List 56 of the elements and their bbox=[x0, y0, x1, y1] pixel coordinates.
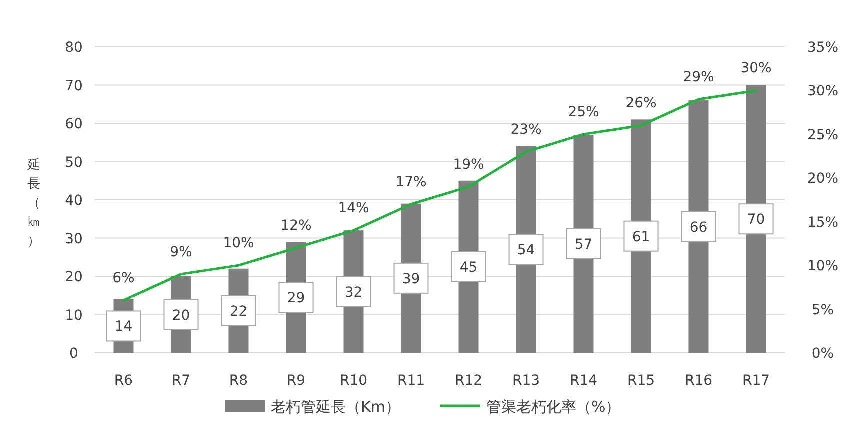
y-tick-label: 40 bbox=[65, 193, 83, 209]
y2-tick-label: 30% bbox=[807, 84, 839, 100]
y2-tick-label: 10% bbox=[807, 258, 839, 275]
y2-tick-label: 35% bbox=[807, 40, 839, 56]
data-label: 32 bbox=[344, 284, 363, 301]
y-tick-label: 50 bbox=[65, 154, 83, 171]
data-label: 6% bbox=[112, 270, 135, 287]
y-tick-label: 70 bbox=[65, 78, 83, 94]
x-tick-label: R13 bbox=[512, 373, 540, 389]
y-tick-label: 20 bbox=[65, 270, 83, 286]
data-label: 25% bbox=[568, 104, 600, 120]
x-tick-label: R15 bbox=[627, 373, 656, 389]
x-tick-label: R8 bbox=[229, 373, 248, 389]
x-tick-label: R17 bbox=[742, 373, 770, 389]
y-tick-label: 0 bbox=[70, 346, 78, 362]
y-axis-title: 延長（㎞） bbox=[26, 158, 40, 249]
x-tick-label: R6 bbox=[114, 373, 134, 389]
data-label: 14% bbox=[338, 200, 370, 217]
data-label: 70 bbox=[747, 212, 766, 228]
legend-label: 老朽管延長（Km） bbox=[271, 398, 400, 416]
y-tick-label: 80 bbox=[65, 40, 83, 56]
data-label: 14 bbox=[114, 319, 133, 336]
data-label: 45 bbox=[460, 260, 478, 276]
y-tick-label: 10 bbox=[65, 308, 83, 324]
x-tick-label: R16 bbox=[684, 373, 713, 389]
data-label: 26% bbox=[626, 96, 657, 112]
data-label: 29 bbox=[287, 290, 306, 307]
data-label: 23% bbox=[510, 122, 542, 138]
legend-label: 管渠老朽化率（%） bbox=[486, 398, 621, 416]
data-label: 30% bbox=[740, 60, 772, 77]
x-tick-label: R7 bbox=[172, 373, 191, 389]
y2-tick-label: 25% bbox=[807, 127, 839, 144]
data-label: 9% bbox=[170, 244, 192, 260]
data-label: 17% bbox=[396, 174, 427, 190]
data-label: 12% bbox=[280, 218, 312, 234]
y2-tick-label: 15% bbox=[807, 214, 839, 231]
x-tick-label: R14 bbox=[570, 373, 598, 389]
data-label: 39 bbox=[402, 271, 420, 288]
y-tick-label: 30 bbox=[65, 231, 83, 248]
data-label: 20 bbox=[172, 308, 190, 324]
x-tick-label: R11 bbox=[397, 373, 426, 389]
y-tick-label: 60 bbox=[65, 116, 83, 132]
data-label: 19% bbox=[453, 156, 484, 173]
x-tick-label: R12 bbox=[454, 373, 483, 389]
data-label: 57 bbox=[574, 236, 593, 253]
data-label: 22 bbox=[230, 304, 248, 320]
data-label: 29% bbox=[683, 69, 714, 86]
data-label: 54 bbox=[517, 242, 536, 259]
y2-tick-label: 5% bbox=[812, 302, 834, 318]
y2-tick-label: 20% bbox=[807, 171, 839, 188]
data-label: 10% bbox=[223, 236, 254, 252]
data-label: 61 bbox=[632, 229, 650, 246]
x-tick-label: R9 bbox=[286, 373, 306, 389]
y2-tick-label: 0% bbox=[812, 346, 834, 362]
x-tick-label: R10 bbox=[340, 373, 368, 389]
data-label: 66 bbox=[690, 220, 708, 236]
